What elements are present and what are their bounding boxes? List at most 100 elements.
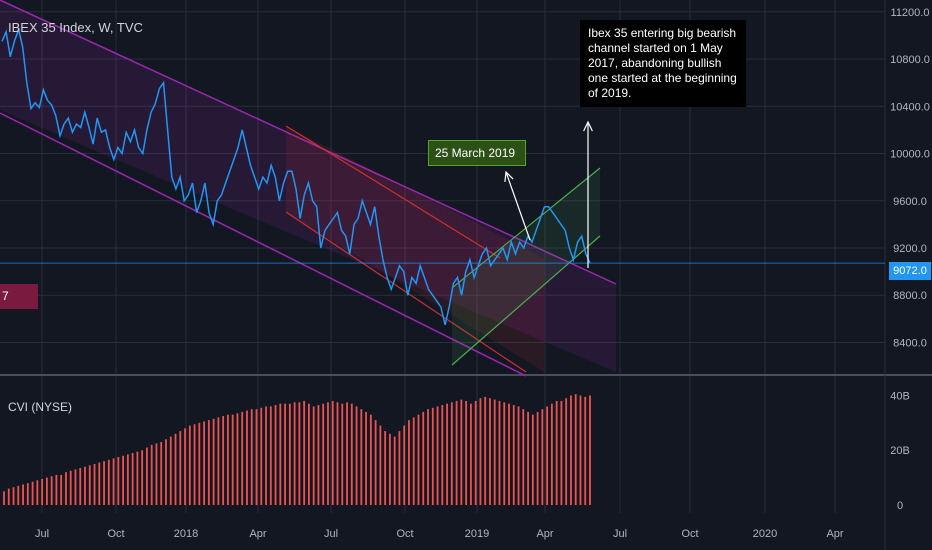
cvi-bar <box>231 414 234 505</box>
cvi-bar <box>546 406 549 505</box>
cvi-bar <box>184 428 186 505</box>
cvi-bar <box>74 469 77 505</box>
cvi-bars <box>3 394 591 505</box>
price-tick-label: 9600.0 <box>893 196 927 208</box>
cvi-bar <box>541 409 544 505</box>
time-tick-label: Apr <box>249 528 266 540</box>
annotation-note[interactable]: Ibex 35 entering big bearish channel sta… <box>580 20 746 107</box>
cvi-bar <box>45 477 48 505</box>
cvi-bar <box>136 451 139 505</box>
cvi-bar <box>146 447 148 505</box>
left-price-tag: 7 <box>0 284 38 309</box>
time-tick-label: 2018 <box>174 528 198 540</box>
cvi-bar <box>536 411 539 505</box>
cvi-bar <box>288 403 291 505</box>
cvi-bar <box>198 422 201 505</box>
cvi-bar <box>489 398 491 505</box>
cvi-bar <box>255 409 258 505</box>
cvi-bar <box>26 483 29 505</box>
cvi-bar <box>560 400 563 505</box>
bearish-channel-bottom <box>0 112 527 377</box>
cvi-bar <box>60 474 63 505</box>
price-axis: 11200.0 10800.0 10400.0 10000.0 9600.0 9200.0… <box>890 7 930 512</box>
cvi-bar <box>303 400 306 505</box>
cvi-bar <box>531 414 534 505</box>
cvi-bar <box>31 481 34 505</box>
cvi-bar <box>131 452 134 505</box>
time-tick-label: 2019 <box>465 528 489 540</box>
cvi-bar <box>169 436 172 505</box>
cvi-bar <box>312 406 315 505</box>
cvi-bar <box>98 462 101 505</box>
cvi-bar <box>427 409 429 505</box>
cvi-bar <box>274 405 277 505</box>
cvi-bar <box>355 406 358 505</box>
cvi-bar <box>298 402 301 505</box>
cvi-bar <box>236 413 239 505</box>
time-tick-label: Oct <box>107 528 124 540</box>
cvi-bar <box>17 485 20 505</box>
cvi-bar <box>403 425 406 505</box>
cvi-bar <box>188 425 191 505</box>
cvi-bar <box>346 402 348 505</box>
price-tick-label: 10400.0 <box>890 101 930 113</box>
cvi-bar <box>565 398 568 505</box>
cvi-bar <box>84 466 86 505</box>
arrow-to-note-head <box>583 120 593 132</box>
bearish-channel-top <box>0 0 617 285</box>
bullish-channel-bottom <box>451 235 601 366</box>
price-tick-label: 8800.0 <box>893 290 927 302</box>
cvi-bar <box>417 414 420 505</box>
annotation-arrows <box>504 120 593 268</box>
cvi-bar <box>522 409 525 505</box>
red-channel-bottom <box>285 211 527 373</box>
cvi-bar <box>374 420 377 505</box>
cvi-bar <box>217 417 220 505</box>
cvi-bar <box>398 431 401 505</box>
cvi-bar <box>412 417 415 505</box>
cvi-bar <box>260 407 263 505</box>
cvi-bar <box>241 411 244 505</box>
cvi-bar <box>493 399 496 505</box>
cvi-bar <box>117 457 120 505</box>
cvi-bar <box>122 455 125 505</box>
cvi-tick-label: 0 <box>897 500 903 512</box>
cvi-bar <box>126 454 129 505</box>
cvi-bar <box>155 443 158 505</box>
cvi-bar <box>103 461 105 505</box>
price-series <box>0 26 885 325</box>
cvi-bar <box>574 394 577 505</box>
cvi-tick-label: 40B <box>890 390 910 402</box>
cvi-bar <box>460 399 463 505</box>
cvi-bar <box>165 439 167 505</box>
chart-title: IBEX 35 Index, W, TVC <box>8 20 143 35</box>
last-price-tag: 9072.0 <box>889 262 931 280</box>
cvi-bar <box>22 484 24 505</box>
cvi-bar <box>308 403 310 505</box>
cvi-bar <box>269 406 272 505</box>
cvi-bar <box>441 405 444 505</box>
price-tick-label: 11200.0 <box>891 7 930 19</box>
cvi-bar <box>322 403 325 505</box>
cvi-bar <box>365 411 367 505</box>
cvi-bar <box>112 458 115 505</box>
cvi-bar <box>93 463 96 505</box>
cvi-bar <box>389 433 391 505</box>
cvi-bar <box>379 425 382 505</box>
arrow-to-date-head <box>504 170 514 183</box>
cvi-bar <box>450 402 453 505</box>
date-annotation[interactable]: 25 March 2019 <box>428 140 526 166</box>
time-axis: Jul Oct 2018 Apr Jul Oct 2019 Apr Jul Oct 2020 Apr <box>35 528 844 540</box>
cvi-bar <box>107 459 110 505</box>
cvi-bar <box>250 409 253 505</box>
cvi-bar <box>141 450 144 505</box>
time-tick-label: Oct <box>681 528 698 540</box>
cvi-bar <box>555 400 558 505</box>
cvi-bar <box>436 406 439 505</box>
cvi-bar <box>284 403 286 505</box>
cvi-bar <box>212 418 215 505</box>
time-tick-label: Apr <box>826 528 843 540</box>
cvi-bar <box>174 433 177 505</box>
cvi-bar <box>88 465 91 505</box>
